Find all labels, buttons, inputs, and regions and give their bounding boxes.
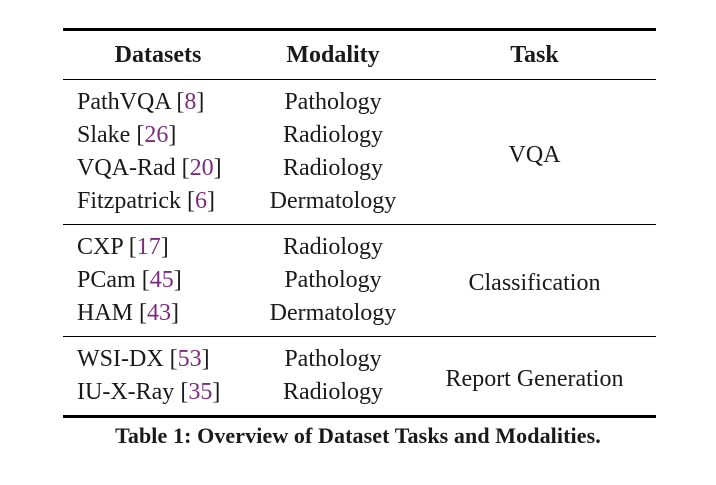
header-row: Datasets Modality Task [63, 29, 656, 80]
table-row: Slake [26] Radiology [63, 119, 656, 152]
modality-cell: Radiology [283, 234, 383, 260]
dataset-cell: WSI-DX [53] [77, 346, 210, 372]
citation-link[interactable]: 35 [188, 379, 213, 405]
citation-link[interactable]: 26 [144, 122, 169, 148]
task-group-report-generation: WSI-DX [53] Pathology Report Generation … [63, 337, 656, 417]
table-caption: Table 1: Overview of Dataset Tasks and M… [115, 423, 601, 448]
citation-link[interactable]: 43 [147, 300, 172, 326]
table-row: PCam [45] Pathology [63, 264, 656, 297]
modality-cell: Radiology [283, 122, 383, 148]
citation-link[interactable]: 8 [184, 89, 197, 115]
dataset-table-container: Datasets Modality Task PathVQA [8] Patho… [63, 28, 656, 418]
dataset-cell: HAM [43] [77, 300, 180, 326]
dataset-name: PCam [77, 267, 136, 293]
header-modality: Modality [286, 41, 380, 68]
task-cell: VQA [508, 141, 561, 168]
task-group-classification: CXP [17] Radiology Classification PCam [… [63, 225, 656, 337]
table-header: Datasets Modality Task [63, 29, 656, 80]
dataset-cell: CXP [17] [77, 234, 169, 260]
table-row: PathVQA [8] Pathology VQA [63, 80, 656, 168]
dataset-name: PathVQA [77, 89, 171, 115]
dataset-name: IU-X-Ray [77, 379, 175, 405]
modality-cell: Pathology [284, 89, 382, 115]
table-row: HAM [43] Dermatology [63, 297, 656, 337]
table-row: VQA-Rad [20] Radiology [63, 152, 656, 185]
citation-link[interactable]: 20 [189, 155, 214, 181]
dataset-name: VQA-Rad [77, 155, 176, 181]
table-row: Fitzpatrick [6] Dermatology [63, 185, 656, 225]
dataset-cell: VQA-Rad [20] [77, 155, 222, 181]
modality-cell: Pathology [284, 267, 382, 293]
header-task: Task [510, 41, 559, 68]
modality-cell: Radiology [283, 155, 383, 181]
modality-cell: Pathology [284, 346, 382, 372]
dataset-table: Datasets Modality Task PathVQA [8] Patho… [63, 28, 656, 418]
dataset-cell: Slake [26] [77, 122, 177, 148]
dataset-cell: IU-X-Ray [35] [77, 379, 221, 405]
modality-cell: Radiology [283, 379, 383, 405]
modality-cell: Dermatology [269, 188, 397, 214]
dataset-name: Slake [77, 122, 131, 148]
dataset-name: HAM [77, 300, 134, 326]
modality-cell: Dermatology [269, 300, 397, 326]
table-row: CXP [17] Radiology Classification [63, 225, 656, 296]
dataset-cell: Fitzpatrick [6] [77, 188, 215, 214]
dataset-cell: PCam [45] [77, 267, 182, 293]
citation-link[interactable]: 45 [149, 267, 174, 293]
dataset-name: WSI-DX [77, 346, 164, 372]
task-cell: Report Generation [445, 365, 624, 392]
task-cell: Classification [468, 270, 601, 296]
dataset-name: CXP [77, 234, 123, 260]
citation-link[interactable]: 53 [177, 346, 202, 372]
dataset-cell: PathVQA [8] [77, 89, 205, 115]
dataset-name: Fitzpatrick [77, 188, 181, 214]
table-row: IU-X-Ray [35] Radiology [63, 376, 656, 417]
table-row: WSI-DX [53] Pathology Report Generation [63, 337, 656, 392]
task-group-vqa: PathVQA [8] Pathology VQA Slake [26] Rad… [63, 80, 656, 225]
citation-link[interactable]: 6 [194, 188, 207, 214]
citation-link[interactable]: 17 [136, 234, 161, 260]
header-datasets: Datasets [114, 41, 202, 68]
